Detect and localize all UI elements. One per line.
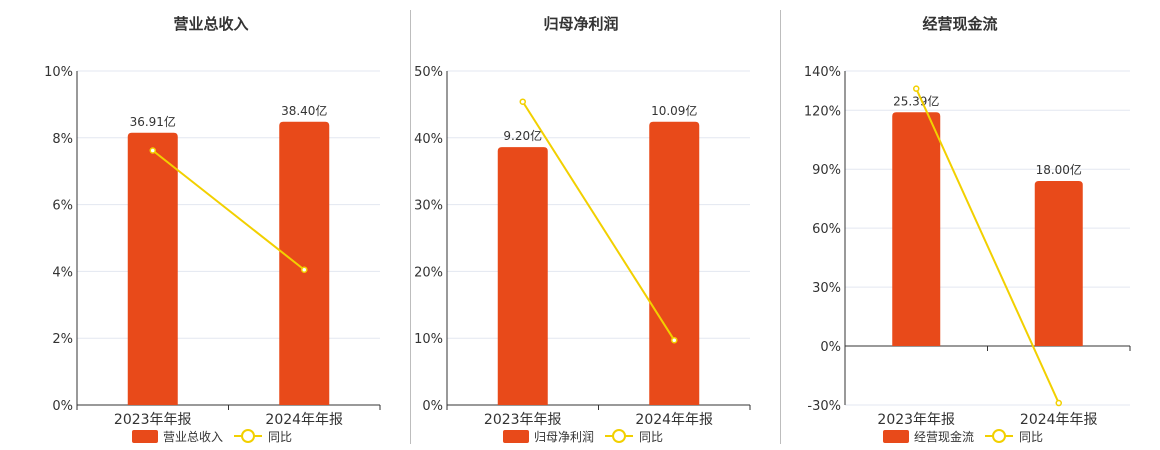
yoy-line: [915, 88, 1060, 404]
y-tick-label: 6%: [52, 199, 73, 214]
yoy-point: [519, 98, 526, 105]
y-tick-label: 40%: [414, 132, 443, 147]
legend-swatch-bar: [503, 430, 529, 443]
y-tick-label: 0%: [820, 340, 841, 355]
legend-swatch-marker: [612, 429, 627, 443]
chart-panel-3: 经营现金流 140% 120% 90% 60% 30% 0% -30% 25.39亿 18.00亿…: [804, 15, 1131, 444]
yoy-point: [301, 266, 308, 273]
yoy-point: [671, 336, 678, 344]
yoy-line: [152, 149, 305, 271]
bar: [1034, 181, 1083, 347]
bar-value-label: 18.00亿: [1036, 162, 1082, 177]
yoy-point: [149, 147, 156, 154]
bar-value-label: 9.20亿: [503, 128, 542, 143]
y-tick-label: 50%: [414, 65, 443, 80]
x-category-label: 2024年年报: [635, 412, 713, 428]
legend-label: 经营现金流: [914, 429, 974, 444]
legend-label: 营业总收入: [163, 430, 223, 444]
y-tick-label: 30%: [414, 199, 443, 214]
y-tick-label: 2%: [52, 332, 73, 347]
bar: [649, 121, 700, 405]
chart-panel-2: 归母净利润 50% 40% 30% 20% 10% 0% 9.20亿 10.09亿 2023年年报…: [414, 15, 751, 444]
y-tick-label: 120%: [804, 104, 841, 119]
bar: [127, 132, 178, 406]
legend-swatch-marker: [241, 429, 256, 443]
y-tick-label: 30%: [812, 281, 841, 296]
y-tick-label: 0%: [52, 399, 73, 414]
chart-title: 经营现金流: [922, 15, 997, 33]
legend-swatch-bar: [883, 430, 909, 443]
x-category-label: 2024年年报: [1020, 412, 1098, 428]
x-category-label: 2023年年报: [877, 412, 955, 428]
y-tick-label: 10%: [44, 65, 73, 80]
y-tick-label: 0%: [422, 399, 443, 414]
bar-value-label: 38.40亿: [281, 103, 327, 118]
y-tick-label: 10%: [414, 332, 443, 347]
bar: [497, 147, 548, 406]
y-tick-label: 60%: [812, 222, 841, 237]
legend-swatch-bar: [132, 430, 158, 443]
yoy-point: [1055, 399, 1062, 407]
y-tick-label: 20%: [414, 265, 443, 280]
legend-label: 同比: [1019, 430, 1043, 444]
x-category-label: 2024年年报: [265, 412, 343, 428]
chart-title: 营业总收入: [173, 15, 248, 33]
y-tick-label: 4%: [52, 265, 73, 280]
yoy-point: [913, 85, 920, 92]
x-category-label: 2023年年报: [484, 412, 562, 428]
legend-swatch-marker: [992, 429, 1007, 443]
legend-label: 归母净利润: [534, 430, 594, 444]
bar: [279, 121, 330, 405]
y-tick-label: 140%: [804, 65, 841, 80]
x-category-label: 2023年年报: [114, 412, 192, 428]
bar-value-label: 25.39亿: [893, 93, 939, 108]
chart-title: 归母净利润: [543, 15, 618, 33]
legend-label: 同比: [268, 430, 292, 444]
bar: [892, 112, 941, 347]
y-tick-label: 8%: [52, 132, 73, 147]
y-tick-label: 90%: [812, 163, 841, 178]
yoy-line: [521, 101, 676, 341]
chart-panel-1: 营业总收入 10% 8% 6% 4% 2% 0% 36.91亿 38.40亿 2023年年报 202…: [44, 15, 381, 444]
bar-value-label: 36.91亿: [130, 114, 176, 129]
bar-value-label: 10.09亿: [651, 103, 697, 118]
y-tick-label: -30%: [807, 399, 841, 414]
legend-label: 同比: [639, 430, 663, 444]
